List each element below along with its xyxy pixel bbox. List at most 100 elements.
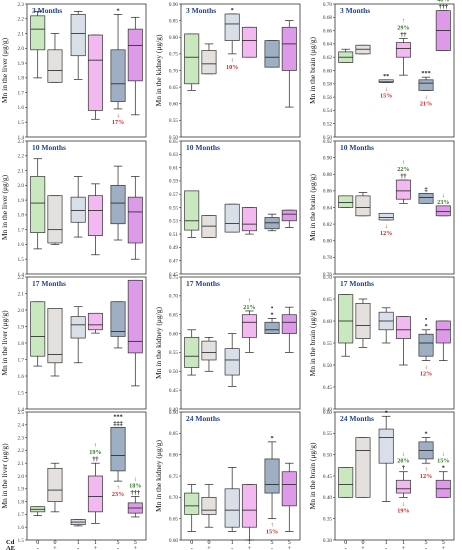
- y-tick-label: 0.65: [169, 313, 178, 319]
- y-tick-label: 0.45: [169, 272, 178, 278]
- ae-value: -: [345, 546, 347, 550]
- box-3: [378, 415, 394, 502]
- ae-value: -: [37, 546, 39, 550]
- sig-marker: *: [270, 311, 273, 318]
- box-iqr: [87, 475, 103, 513]
- box-iqr: [110, 427, 126, 472]
- sig-marker: 19%: [89, 449, 101, 456]
- box-3: [70, 176, 86, 238]
- y-tick-label: 0.80: [169, 35, 178, 41]
- box-6: [281, 209, 297, 228]
- panel-4: 1.4 1.5 1.6 1.7 1.8 1.9 2.0 2.1 2.2 2.3 Mn in the …: [0, 139, 147, 278]
- y-tick-label: 0.62: [323, 55, 332, 61]
- panel-title: 17 Months: [340, 279, 374, 288]
- box-iqr: [30, 15, 46, 51]
- y-tick-label: 0.90: [169, 410, 178, 416]
- ae-value: -: [231, 546, 233, 550]
- cd-label: Cd: [6, 539, 15, 546]
- cd-value: 1: [402, 540, 405, 546]
- y-tick-label: 1.5: [18, 538, 25, 544]
- box-2: [47, 33, 63, 83]
- box-4: [87, 312, 103, 334]
- panel-frame: [26, 276, 147, 410]
- sig-marker: *: [231, 7, 234, 14]
- box-iqr: [418, 193, 434, 204]
- y-tick-label: 2.0: [18, 308, 25, 314]
- y-tick-label: 1.6: [18, 374, 25, 380]
- cd-value: 1: [231, 540, 234, 546]
- y-tick-label: 0.55: [169, 205, 178, 211]
- box-6: [127, 176, 143, 260]
- box-1: [184, 33, 200, 91]
- box-4: [241, 26, 257, 58]
- box-4: [395, 179, 411, 204]
- cd-value: 0: [207, 540, 210, 546]
- cd-value: 0: [361, 540, 364, 546]
- panel-frame: [26, 411, 147, 541]
- y-tick-label: 0.45: [323, 474, 332, 480]
- box-1: [338, 294, 354, 357]
- panel-title: 3 Months: [186, 6, 216, 15]
- y-axis-label: Mn in the liver (μg/g): [0, 174, 9, 240]
- y-axis-label: Mn in the liver (μg/g): [0, 310, 9, 376]
- box-3: [70, 306, 86, 364]
- ae-value: +: [94, 546, 98, 550]
- box-iqr: [127, 28, 143, 82]
- panel-title: 3 Months: [32, 6, 62, 15]
- box-iqr: [87, 34, 103, 111]
- y-tick-label: 0.65: [323, 297, 332, 303]
- box-iqr: [87, 195, 103, 236]
- y-tick-label: 0.60: [323, 319, 332, 325]
- sig-marker: 15%: [380, 92, 392, 99]
- sig-marker: ↓: [402, 451, 405, 458]
- box-5: [264, 213, 280, 232]
- panel-frame: [180, 276, 301, 410]
- ae-value: +: [442, 546, 446, 550]
- sig-marker: *: [270, 435, 273, 442]
- y-tick-label: 2.1: [18, 31, 25, 37]
- box-3: [378, 79, 394, 83]
- y-tick-label: 2.4: [18, 423, 25, 429]
- box-2: [47, 462, 63, 513]
- y-tick-label: 1.6: [18, 525, 25, 531]
- y-tick-label: 0.55: [169, 118, 178, 124]
- panel-title: 3 Months: [340, 6, 370, 15]
- sig-marker: ↑: [231, 57, 234, 64]
- sig-marker: *: [424, 323, 427, 330]
- box-iqr: [395, 179, 411, 200]
- ae-value: +: [53, 546, 57, 550]
- box-iqr: [70, 316, 86, 339]
- sig-marker: ‡‡‡: [113, 420, 122, 427]
- box-1: [30, 11, 46, 79]
- y-tick-label: 1.9: [18, 198, 25, 204]
- y-tick-label: 0.55: [323, 341, 332, 347]
- y-axis-label: Mn in the liver (μg/g): [0, 443, 9, 509]
- sig-marker: 23%: [437, 199, 449, 206]
- box-1: [338, 48, 354, 63]
- sig-marker: 18%: [129, 482, 141, 489]
- box-4: [395, 471, 411, 498]
- ae-value: -: [425, 546, 427, 550]
- box-5: [110, 301, 126, 349]
- y-tick-label: 0.86: [323, 189, 332, 195]
- y-tick-label: 1.6: [18, 105, 25, 111]
- sig-marker: ↑: [424, 466, 427, 473]
- y-tick-label: 1.8: [18, 213, 25, 219]
- y-tick-label: 2.1: [18, 168, 25, 174]
- sig-marker: *: [385, 409, 388, 416]
- y-tick-label: 2.3: [18, 2, 25, 8]
- box-iqr: [264, 321, 280, 334]
- box-iqr: [224, 13, 240, 41]
- y-axis-label: Mn in the liver (μg/g): [0, 37, 9, 103]
- sig-marker: 15%: [266, 529, 278, 536]
- box-iqr: [127, 196, 143, 244]
- box-5: [418, 76, 434, 91]
- y-tick-label: 0.76: [323, 272, 332, 278]
- y-tick-label: 0.60: [323, 68, 332, 74]
- cd-value: 5: [442, 540, 445, 546]
- y-tick-label: 0.64: [323, 42, 332, 48]
- sig-marker: 20%: [397, 458, 409, 465]
- y-tick-label: 0.51: [169, 232, 178, 238]
- sig-marker: 21%: [420, 100, 432, 107]
- y-tick-label: 0.70: [169, 495, 178, 501]
